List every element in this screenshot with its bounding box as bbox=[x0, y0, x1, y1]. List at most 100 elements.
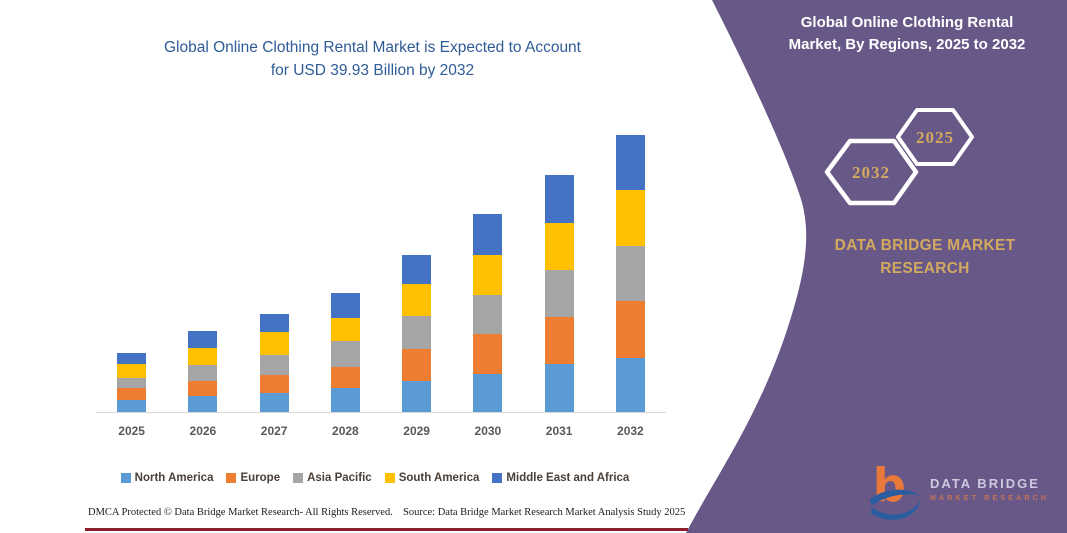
bar-segment bbox=[259, 355, 289, 376]
legend-swatch-icon bbox=[492, 473, 503, 483]
bar-segment bbox=[402, 254, 432, 285]
footer-source-text: Source: Data Bridge Market Research Mark… bbox=[403, 507, 686, 518]
bar-column-2032 bbox=[595, 130, 666, 412]
legend-swatch-icon bbox=[384, 473, 395, 483]
brand-line1: DATA BRIDGE MARKET bbox=[834, 237, 1016, 254]
bar-column-2025 bbox=[96, 130, 167, 412]
footer-divider-line bbox=[85, 528, 688, 531]
bar-column-2029 bbox=[381, 130, 452, 412]
bar-segment bbox=[330, 341, 360, 367]
bar-segment bbox=[188, 365, 218, 381]
bar-segment bbox=[473, 373, 503, 412]
bar-stack bbox=[188, 331, 218, 412]
legend-item: Asia Pacific bbox=[293, 472, 372, 484]
x-axis-label-2032: 2032 bbox=[617, 424, 644, 438]
x-axis-labels: 2025 2026 2027 2028 2029 2030 2031 2032 bbox=[96, 424, 666, 438]
x-axis-label-2025: 2025 bbox=[118, 424, 145, 438]
dbmr-logo-mark-icon: b bbox=[869, 459, 922, 520]
bar-stack bbox=[117, 353, 147, 412]
bar-stack bbox=[615, 135, 645, 412]
hexagon-2032 bbox=[824, 138, 919, 206]
bar-segment bbox=[615, 135, 645, 191]
bar-segment bbox=[402, 348, 432, 381]
hexagon-2025 bbox=[896, 108, 974, 166]
chart-legend: North America Europe Asia Pacific South Ame… bbox=[80, 472, 670, 484]
chart-title-line2: for USD 39.93 Billion by 2032 bbox=[270, 62, 475, 79]
chart-title-line1: Global Online Clothing Rental Market is … bbox=[163, 39, 581, 56]
legend-item: North America bbox=[120, 472, 214, 484]
bar-segment bbox=[188, 348, 218, 366]
bar-segment bbox=[544, 316, 574, 365]
bar-segment bbox=[188, 396, 218, 412]
bar-segment bbox=[544, 270, 574, 317]
bar-segment bbox=[615, 190, 645, 247]
bar-column-2026 bbox=[167, 130, 238, 412]
bar-segment bbox=[544, 223, 574, 271]
bar-column-2031 bbox=[524, 130, 595, 412]
bar-segment bbox=[615, 301, 645, 358]
legend-swatch-icon bbox=[293, 473, 304, 483]
bar-segment bbox=[544, 174, 574, 224]
panel-title-line2: Market, By Regions, 2025 to 2032 bbox=[788, 36, 1026, 53]
bar-column-2027 bbox=[239, 130, 310, 412]
bar-segment bbox=[402, 316, 432, 349]
legend-swatch-icon bbox=[226, 473, 237, 483]
bar-stack bbox=[544, 174, 574, 412]
x-axis-label-2029: 2029 bbox=[403, 424, 430, 438]
bar-segment bbox=[473, 214, 503, 256]
panel-title: Global Online Clothing Rental Market, By… bbox=[752, 12, 1062, 56]
bar-segment bbox=[188, 380, 218, 396]
svg-text:b: b bbox=[873, 459, 906, 513]
legend-item: Middle East and Africa bbox=[492, 472, 629, 484]
brand-wordmark: DATA BRIDGE MARKET RESEARCH bbox=[795, 234, 1055, 280]
chart-title: Global Online Clothing Rental Market is … bbox=[85, 36, 660, 82]
bar-segment bbox=[615, 246, 645, 302]
bar-segment bbox=[259, 313, 289, 332]
year-hexagons: 2032 2025 bbox=[824, 108, 974, 206]
legend-swatch-icon bbox=[120, 473, 131, 483]
bar-segment bbox=[259, 393, 289, 412]
x-axis-label-2027: 2027 bbox=[260, 424, 288, 438]
bar-segment bbox=[117, 387, 147, 400]
bar-segment bbox=[117, 378, 147, 388]
bar-segment bbox=[473, 333, 503, 374]
bar-segment bbox=[330, 387, 360, 412]
bar-segment bbox=[615, 357, 645, 412]
dbmr-logo: b DATA BRIDGE MARKET RESEARCH bbox=[866, 456, 1066, 522]
brand-line2: RESEARCH bbox=[880, 260, 970, 277]
bar-stack bbox=[473, 214, 503, 412]
panel-title-line1: Global Online Clothing Rental bbox=[800, 14, 1014, 31]
dbmr-logo-text-bottom: MARKET RESEARCH bbox=[930, 495, 1050, 502]
footer-dmca-text: DMCA Protected © Data Bridge Market Rese… bbox=[88, 507, 393, 518]
x-axis-label-2026: 2026 bbox=[189, 424, 217, 438]
hexagon-2025-label: 2025 bbox=[916, 128, 954, 147]
bar-segment bbox=[259, 375, 289, 394]
legend-item: South America bbox=[384, 472, 480, 484]
legend-label: Europe bbox=[240, 472, 281, 484]
legend-label: Asia Pacific bbox=[307, 472, 372, 484]
bar-segment bbox=[117, 364, 147, 379]
bar-stack bbox=[330, 292, 360, 412]
bar-segment bbox=[259, 331, 289, 356]
bar-segment bbox=[473, 255, 503, 296]
legend-label: North America bbox=[134, 472, 214, 484]
bar-segment bbox=[402, 380, 432, 412]
bar-segment bbox=[330, 292, 360, 318]
bar-segment bbox=[402, 284, 432, 317]
x-axis-label-2030: 2030 bbox=[474, 424, 502, 438]
bar-column-2028 bbox=[310, 130, 381, 412]
bar-segment bbox=[330, 366, 360, 388]
legend-label: Middle East and Africa bbox=[506, 472, 630, 484]
x-axis-label-2028: 2028 bbox=[332, 424, 359, 438]
bar-segment bbox=[544, 364, 574, 412]
dbmr-logo-text: DATA BRIDGE MARKET RESEARCH bbox=[930, 476, 1049, 502]
x-axis-label-2031: 2031 bbox=[545, 424, 573, 438]
legend-item: Europe bbox=[226, 472, 280, 484]
bar-column-2030 bbox=[452, 130, 523, 412]
legend-label: South America bbox=[398, 472, 480, 484]
bar-segment bbox=[117, 399, 147, 412]
plot-area bbox=[96, 130, 666, 413]
bar-segment bbox=[188, 331, 218, 349]
hexagon-2032-label: 2032 bbox=[852, 163, 890, 182]
